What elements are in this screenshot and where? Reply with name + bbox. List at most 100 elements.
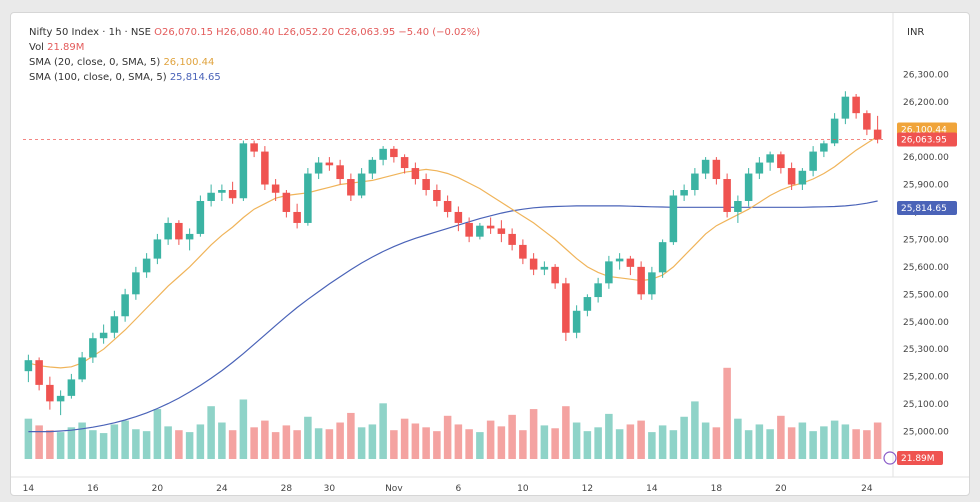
price-badge-text: 26,063.95	[901, 136, 947, 146]
volume-bar	[46, 430, 54, 459]
candle-body	[626, 258, 635, 267]
volume-bar	[347, 412, 355, 459]
candle-body	[35, 360, 43, 385]
volume-bar	[615, 429, 624, 459]
volume-bar	[261, 420, 269, 459]
candle-body	[658, 242, 667, 273]
volume-bar	[411, 423, 420, 459]
chart-window: 26,300.0026,200.0026,100.0026,000.0025,9…	[10, 12, 970, 496]
y-tick-label: 25,900.00	[903, 181, 949, 191]
volume-bar	[357, 427, 366, 459]
candle-body	[132, 272, 140, 295]
candle-body	[712, 159, 721, 180]
x-tick-label: 14	[646, 484, 658, 494]
candle-body	[777, 154, 785, 169]
volume-bar	[529, 409, 538, 459]
volume-bar	[723, 367, 731, 459]
settings-icon	[883, 451, 897, 465]
candle-body	[196, 200, 205, 234]
candle-body	[701, 159, 710, 174]
volume-bar	[486, 420, 495, 459]
x-tick-label: Nov	[385, 484, 403, 494]
candle-body	[454, 211, 463, 223]
candle-body	[691, 173, 699, 191]
candle-body	[648, 272, 656, 295]
candle-body	[46, 384, 54, 402]
legend-main-row: Nifty 50 Index · 1h · NSE O26,070.15 H26…	[29, 25, 480, 40]
candle-body	[89, 338, 97, 358]
volume-bar	[400, 418, 409, 459]
candle-body	[486, 225, 495, 229]
x-tick-label: 28	[281, 484, 293, 494]
legend-volume-row: Vol 21.89M	[29, 40, 480, 55]
candle-body	[153, 239, 162, 259]
candle-body	[841, 96, 850, 119]
volume-bar	[669, 430, 678, 459]
volume-bar	[820, 426, 828, 459]
candle-body	[669, 195, 678, 243]
candle-body	[809, 151, 817, 171]
candle-body	[121, 294, 129, 317]
price-chart[interactable]: 26,300.0026,200.0026,100.0026,000.0025,9…	[11, 13, 970, 496]
volume-bar	[336, 422, 344, 459]
sma100-label[interactable]: SMA (100, close, 0, SMA, 5)	[29, 72, 167, 83]
volume-bar	[422, 427, 430, 459]
volume-bar	[271, 432, 280, 459]
candle-body	[293, 211, 301, 223]
volume-bar	[207, 406, 215, 459]
volume-bar	[734, 418, 742, 459]
symbol-label[interactable]: Nifty 50 Index · 1h · NSE	[29, 27, 151, 38]
candle-body	[465, 222, 473, 237]
candle-body	[572, 310, 581, 333]
volume-bar	[476, 432, 484, 459]
candle-body	[551, 266, 559, 284]
candle-body	[422, 179, 430, 191]
candle-body	[336, 165, 344, 180]
volume-badge-text: 21.89M	[901, 454, 935, 464]
volume-bar	[164, 426, 172, 459]
candle-body	[185, 233, 194, 240]
x-tick-label: 20	[775, 484, 787, 494]
volume-bar	[218, 422, 226, 459]
candle-body	[605, 261, 613, 284]
volume-bar	[196, 424, 205, 459]
volume-bar	[24, 418, 33, 459]
candle-body	[873, 129, 882, 140]
sma20-label[interactable]: SMA (20, close, 0, SMA, 5)	[29, 57, 161, 68]
candle-body	[519, 244, 527, 259]
x-tick-label: 30	[324, 484, 336, 494]
volume-bar	[379, 403, 387, 459]
volume-bar	[798, 422, 807, 459]
candle-body	[562, 283, 570, 333]
candle-body	[250, 143, 258, 152]
volume-bar	[637, 420, 645, 459]
candle-body	[390, 148, 398, 158]
candle-body	[820, 143, 828, 152]
currency-label[interactable]: INR	[907, 27, 925, 38]
volume-bar	[744, 430, 753, 459]
volume-bar	[701, 422, 710, 459]
candle-body	[99, 332, 108, 339]
candle-body	[78, 357, 86, 380]
candle-body	[314, 162, 323, 174]
volume-label[interactable]: Vol	[29, 42, 44, 53]
volume-bar	[572, 422, 581, 459]
candle-body	[142, 258, 151, 273]
volume-bar	[680, 416, 688, 459]
sma20-value: 26,100.44	[163, 57, 215, 68]
volume-bar	[777, 415, 785, 459]
x-tick-label: 10	[517, 484, 529, 494]
y-tick-label: 26,300.00	[903, 71, 949, 81]
chart-legend: Nifty 50 Index · 1h · NSE O26,070.15 H26…	[29, 25, 480, 85]
x-tick-label: 24	[216, 484, 228, 494]
candle-body	[497, 228, 506, 234]
volume-bar	[830, 420, 839, 459]
volume-bar	[691, 401, 699, 459]
volume-bar	[648, 432, 656, 459]
volume-bar	[594, 427, 602, 459]
candle-body	[261, 151, 269, 185]
candle-body	[723, 179, 731, 212]
candle-body	[863, 113, 871, 130]
volume-bar	[142, 431, 151, 459]
x-tick-label: 20	[152, 484, 164, 494]
